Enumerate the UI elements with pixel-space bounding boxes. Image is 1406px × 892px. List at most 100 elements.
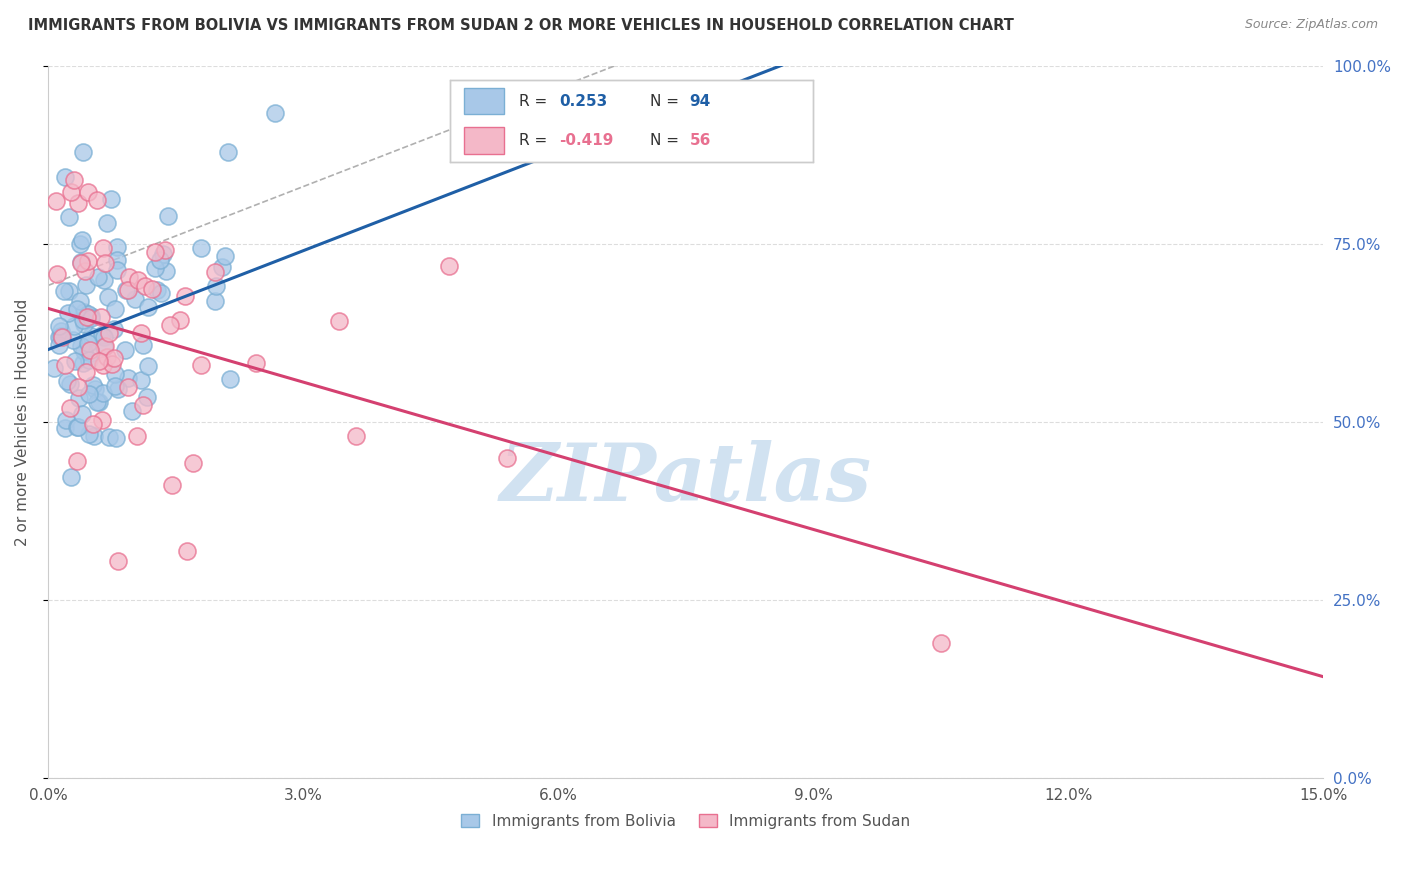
Point <box>105 253 128 268</box>
Point <box>114 283 136 297</box>
Point <box>132 398 155 412</box>
Point <box>77 307 100 321</box>
Point <box>136 359 159 374</box>
Point <box>48 318 70 333</box>
Point <box>105 262 128 277</box>
Point <box>77 352 100 367</box>
Point <box>79 343 101 357</box>
Point <box>51 330 73 344</box>
Point <box>59 401 82 415</box>
Point <box>101 357 124 371</box>
Point <box>103 322 125 336</box>
Point <box>107 382 129 396</box>
Point <box>125 429 148 443</box>
Point <box>77 253 100 268</box>
Point <box>70 407 93 421</box>
Point <box>217 145 239 159</box>
Point <box>114 343 136 358</box>
Point <box>121 404 143 418</box>
Point <box>80 309 103 323</box>
Point <box>190 358 212 372</box>
Point <box>173 289 195 303</box>
Point <box>93 242 115 256</box>
Point <box>86 194 108 208</box>
Point <box>86 394 108 409</box>
Point <box>80 329 103 343</box>
Point <box>437 259 460 273</box>
Point <box>135 390 157 404</box>
Point <box>143 261 166 276</box>
Point <box>93 340 115 354</box>
Point <box>929 636 952 650</box>
Point <box>66 420 89 434</box>
Point <box>53 359 76 373</box>
Point <box>67 420 90 434</box>
Point <box>67 196 90 211</box>
Point <box>82 378 104 392</box>
Point <box>245 356 267 370</box>
Point <box>53 421 76 435</box>
Point <box>91 358 114 372</box>
Point <box>77 185 100 199</box>
Point <box>70 233 93 247</box>
Point <box>104 367 127 381</box>
Point <box>152 247 174 261</box>
Point <box>76 310 98 325</box>
Point <box>129 373 152 387</box>
Point <box>48 330 70 344</box>
Point <box>75 277 97 292</box>
Point <box>129 326 152 340</box>
Text: Source: ZipAtlas.com: Source: ZipAtlas.com <box>1244 18 1378 31</box>
Point <box>60 185 83 199</box>
Point <box>117 284 139 298</box>
Point <box>67 391 90 405</box>
Point <box>100 192 122 206</box>
Point <box>328 314 350 328</box>
Point <box>72 356 94 370</box>
Point <box>153 243 176 257</box>
Point <box>59 470 82 484</box>
Point <box>63 354 86 368</box>
Point <box>117 370 139 384</box>
Point <box>87 354 110 368</box>
Point <box>75 365 97 379</box>
Point <box>53 170 76 185</box>
Point <box>98 429 121 443</box>
Point <box>91 327 114 342</box>
Point <box>63 173 86 187</box>
Point <box>84 382 107 396</box>
Point <box>66 302 89 317</box>
Point <box>134 279 156 293</box>
Point <box>143 244 166 259</box>
Point <box>103 351 125 365</box>
Point <box>75 263 97 277</box>
Point <box>73 317 96 331</box>
Point <box>56 306 79 320</box>
Point <box>93 272 115 286</box>
Point <box>145 283 167 297</box>
Point <box>176 544 198 558</box>
Point <box>77 427 100 442</box>
Point <box>344 429 367 443</box>
Point <box>77 387 100 401</box>
Point <box>96 217 118 231</box>
Point <box>87 394 110 409</box>
Point <box>69 293 91 308</box>
Point <box>93 330 115 344</box>
Point <box>162 478 184 492</box>
Point <box>72 305 94 319</box>
Point <box>66 454 89 468</box>
Point <box>69 237 91 252</box>
Point <box>55 413 77 427</box>
Text: ZIPatlas: ZIPatlas <box>499 440 872 517</box>
Point <box>70 254 93 268</box>
Point <box>91 386 114 401</box>
Point <box>97 326 120 341</box>
Point <box>181 456 204 470</box>
Point <box>49 324 72 338</box>
Point <box>107 554 129 568</box>
Point <box>69 255 91 269</box>
Point <box>219 372 242 386</box>
Point <box>44 194 66 208</box>
Point <box>136 301 159 315</box>
